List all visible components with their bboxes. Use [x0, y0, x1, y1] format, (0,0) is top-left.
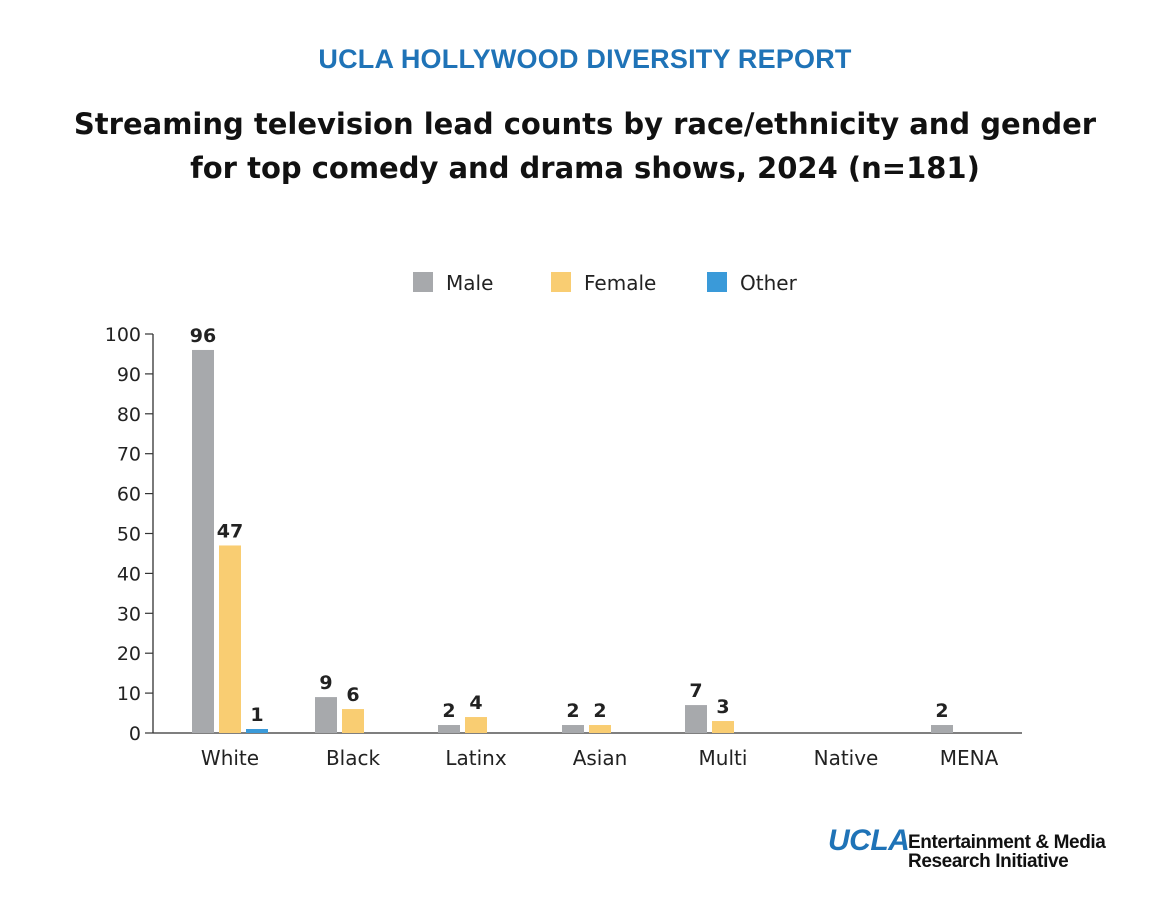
x-tick-label-multi: Multi — [699, 746, 748, 770]
y-tick-label: 90 — [117, 364, 141, 386]
axes: 0 10 20 30 40 50 60 70 80 90 100 White Black Latinx As… — [105, 324, 1022, 770]
data-label: 9 — [319, 672, 332, 694]
bar-mena-male — [931, 725, 953, 733]
bar-white-male — [192, 349, 214, 733]
bar-multi-male — [685, 705, 707, 733]
legend-swatch-female — [551, 272, 571, 292]
bar-asian-male — [562, 725, 584, 733]
chart-title-line-2: for top comedy and drama shows, 2024 (n=… — [190, 151, 980, 185]
x-tick-label-white: White — [201, 746, 259, 770]
uclaemri-logo: UCLA Entertainment & Media Research Init… — [828, 824, 1128, 874]
y-tick-label: 10 — [117, 683, 141, 705]
x-tick-label-native: Native — [814, 746, 879, 770]
logo-text-line-1: Entertainment & Media — [908, 832, 1106, 853]
data-label: 2 — [442, 700, 455, 722]
bar-multi-female — [712, 721, 734, 733]
y-tick-label: 80 — [117, 404, 141, 426]
legend-swatch-other — [707, 272, 727, 292]
bar-asian-female — [589, 725, 611, 733]
bar-white-female — [219, 545, 241, 733]
y-tick-label: 20 — [117, 643, 141, 665]
data-label: 47 — [217, 520, 243, 542]
y-tick-label: 40 — [117, 563, 141, 585]
y-tick-label: 50 — [117, 524, 141, 546]
bars — [192, 349, 953, 733]
x-tick-label-mena: MENA — [940, 746, 999, 770]
data-label: 2 — [566, 700, 579, 722]
data-label: 7 — [689, 680, 702, 702]
chart-title: Streaming television lead counts by race… — [0, 102, 1170, 190]
data-label: 6 — [346, 684, 359, 706]
data-label: 2 — [593, 700, 606, 722]
legend-swatch-male — [413, 272, 433, 292]
legend-label-male: Male — [446, 271, 493, 295]
data-label: 2 — [935, 700, 948, 722]
data-label: 4 — [469, 692, 482, 714]
bar-latinx-male — [438, 725, 460, 733]
logo-mark: UCLA — [828, 824, 910, 857]
y-tick-label: 70 — [117, 444, 141, 466]
x-tick-label-latinx: Latinx — [445, 746, 506, 770]
x-tick-label-asian: Asian — [573, 746, 628, 770]
x-tick-label-black: Black — [326, 746, 381, 770]
legend-label-other: Other — [740, 271, 798, 295]
y-tick-label: 0 — [129, 723, 141, 745]
y-tick-label: 30 — [117, 603, 141, 625]
logo-text-line-2: Research Initiative — [908, 851, 1069, 872]
bar-white-other — [246, 729, 268, 733]
report-name: UCLA HOLLYWOOD DIVERSITY REPORT — [318, 44, 852, 74]
y-tick-label: 60 — [117, 484, 141, 506]
legend: Male Female Other — [413, 271, 798, 295]
legend-label-female: Female — [584, 271, 656, 295]
chart-title-line-1: Streaming television lead counts by race… — [73, 107, 1097, 141]
bar-black-male — [315, 697, 337, 733]
y-tick-label: 100 — [105, 324, 141, 346]
bar-latinx-female — [465, 717, 487, 733]
bar-black-female — [342, 709, 364, 733]
data-label: 3 — [716, 696, 729, 718]
data-label: 96 — [190, 325, 216, 347]
data-label: 1 — [250, 704, 263, 726]
